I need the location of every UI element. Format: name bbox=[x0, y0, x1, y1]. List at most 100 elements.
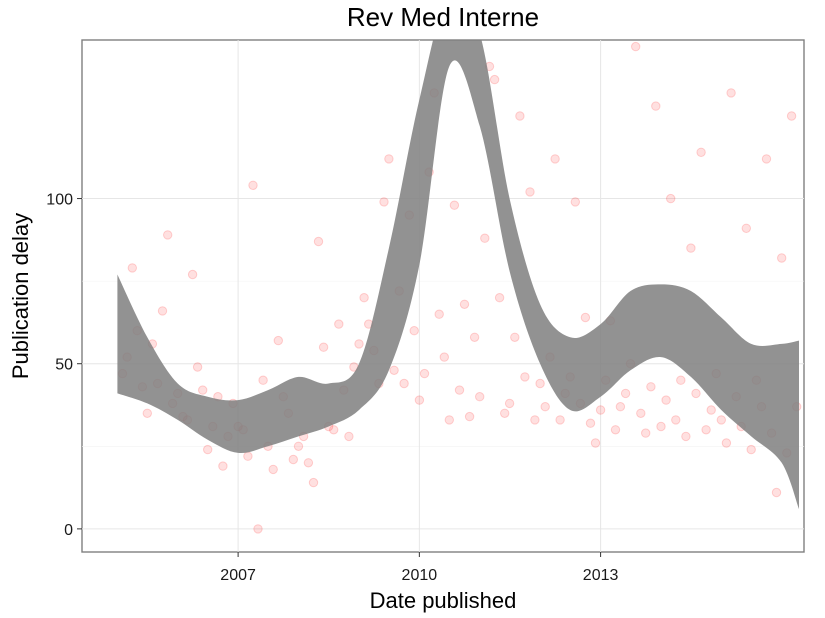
data-point-112 bbox=[681, 431, 691, 442]
y-axis-ticks: 0 50 100 bbox=[46, 192, 82, 539]
data-point-52 bbox=[379, 197, 389, 207]
data-point-131 bbox=[777, 253, 787, 263]
data-point-86 bbox=[550, 154, 560, 164]
data-point-65 bbox=[444, 415, 454, 425]
data-point-100 bbox=[620, 388, 631, 399]
x-axis-ticks: 2007 2010 2013 bbox=[220, 552, 618, 584]
data-point-72 bbox=[480, 233, 490, 243]
data-point-71 bbox=[475, 392, 485, 402]
data-point-16 bbox=[198, 385, 208, 395]
x-tick-label-0: 2007 bbox=[220, 567, 256, 584]
data-point-20 bbox=[218, 461, 228, 471]
data-point-40 bbox=[318, 342, 329, 352]
data-point-102 bbox=[631, 41, 641, 52]
y-tick-label-0: 0 bbox=[64, 522, 73, 539]
data-point-45 bbox=[344, 431, 354, 442]
data-point-98 bbox=[610, 425, 621, 435]
data-point-27 bbox=[253, 524, 263, 534]
data-point-92 bbox=[580, 312, 591, 323]
data-point-82 bbox=[530, 415, 540, 425]
data-point-119 bbox=[716, 415, 726, 425]
data-point-58 bbox=[409, 326, 419, 336]
y-axis-title: Publication delay bbox=[8, 213, 33, 379]
data-point-87 bbox=[555, 415, 565, 425]
data-point-121 bbox=[726, 88, 736, 98]
data-point-117 bbox=[706, 405, 716, 415]
data-point-60 bbox=[419, 368, 430, 379]
data-point-94 bbox=[590, 438, 601, 448]
smooth-band bbox=[117, 40, 799, 510]
x-axis-title: Date published bbox=[370, 588, 517, 613]
data-point-48 bbox=[359, 293, 369, 303]
data-point-38 bbox=[308, 477, 319, 488]
data-point-99 bbox=[615, 402, 626, 412]
data-point-84 bbox=[540, 402, 550, 412]
data-point-93 bbox=[585, 418, 596, 428]
data-point-81 bbox=[525, 187, 535, 197]
data-point-111 bbox=[676, 375, 686, 385]
data-point-37 bbox=[303, 458, 314, 468]
data-point-106 bbox=[651, 101, 661, 111]
data-point-59 bbox=[414, 395, 425, 405]
data-point-34 bbox=[288, 454, 298, 465]
data-point-104 bbox=[641, 428, 651, 438]
data-point-47 bbox=[354, 339, 364, 349]
data-point-70 bbox=[469, 332, 480, 342]
x-tick-label-1: 2010 bbox=[402, 567, 438, 584]
data-point-14 bbox=[187, 269, 198, 280]
data-point-54 bbox=[389, 365, 399, 375]
data-point-66 bbox=[449, 200, 460, 210]
data-point-113 bbox=[686, 243, 696, 253]
data-point-128 bbox=[761, 154, 772, 164]
data-point-53 bbox=[384, 154, 394, 164]
data-point-133 bbox=[786, 111, 797, 121]
data-point-30 bbox=[268, 464, 278, 475]
data-point-80 bbox=[520, 372, 530, 382]
data-point-125 bbox=[746, 444, 756, 455]
data-point-103 bbox=[636, 408, 646, 418]
data-point-68 bbox=[459, 299, 470, 309]
data-point-77 bbox=[504, 398, 515, 409]
data-point-56 bbox=[399, 378, 409, 389]
data-point-105 bbox=[646, 382, 656, 392]
data-point-42 bbox=[329, 425, 339, 435]
data-point-130 bbox=[771, 487, 782, 498]
data-point-108 bbox=[661, 395, 671, 405]
data-point-9 bbox=[163, 230, 173, 240]
data-point-116 bbox=[701, 425, 711, 435]
data-point-28 bbox=[258, 375, 268, 385]
y-tick-label-2: 100 bbox=[46, 192, 73, 209]
data-point-95 bbox=[595, 405, 606, 415]
data-point-74 bbox=[489, 74, 500, 85]
data-point-90 bbox=[570, 197, 580, 207]
data-point-114 bbox=[691, 388, 701, 399]
data-point-43 bbox=[334, 319, 344, 329]
data-point-2 bbox=[127, 263, 138, 273]
data-point-110 bbox=[671, 415, 681, 425]
data-point-15 bbox=[192, 362, 203, 372]
y-tick-label-1: 50 bbox=[55, 357, 73, 374]
data-point-69 bbox=[464, 411, 475, 422]
data-point-64 bbox=[439, 352, 449, 362]
data-point-26 bbox=[248, 180, 258, 191]
data-point-35 bbox=[293, 441, 304, 451]
data-point-39 bbox=[313, 236, 324, 247]
data-point-107 bbox=[656, 421, 666, 432]
data-point-78 bbox=[510, 332, 520, 342]
data-point-63 bbox=[434, 309, 444, 319]
data-point-67 bbox=[454, 385, 465, 395]
data-point-124 bbox=[741, 223, 751, 234]
data-point-5 bbox=[142, 408, 153, 418]
data-point-25 bbox=[243, 451, 253, 461]
data-point-79 bbox=[515, 111, 525, 121]
data-point-115 bbox=[696, 147, 706, 158]
data-point-120 bbox=[721, 438, 732, 448]
confidence-band bbox=[117, 40, 799, 510]
x-tick-label-2: 2013 bbox=[583, 567, 619, 584]
data-point-31 bbox=[273, 335, 283, 346]
gridlines bbox=[82, 40, 804, 552]
data-point-83 bbox=[535, 378, 545, 389]
data-point-8 bbox=[157, 306, 168, 316]
data-point-75 bbox=[494, 293, 505, 303]
